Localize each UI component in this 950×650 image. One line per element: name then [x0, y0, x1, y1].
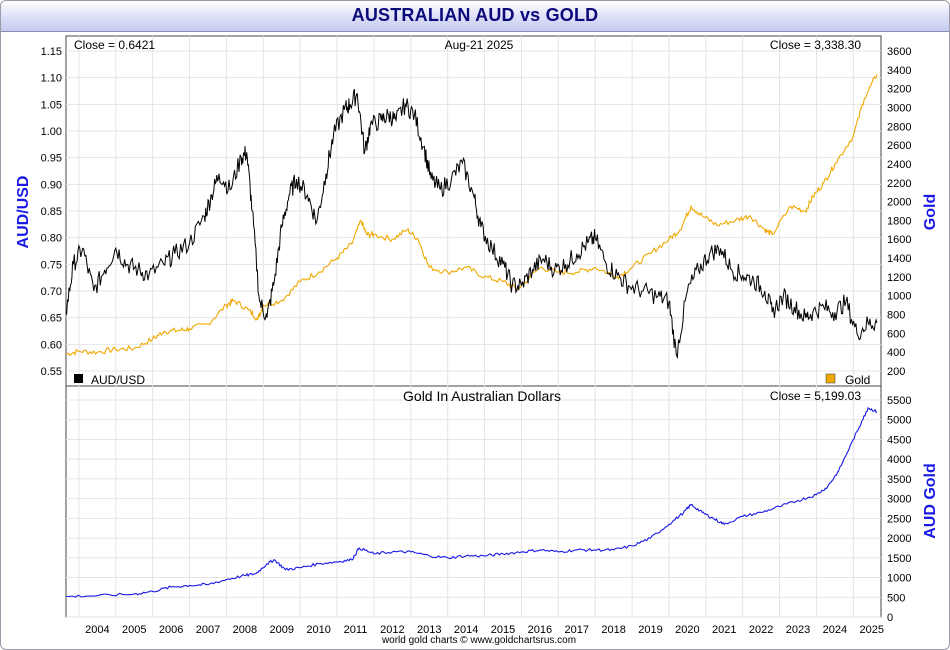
date-readout: Aug-21 2025: [445, 38, 514, 52]
y-right-tick-label: 2000: [887, 197, 911, 209]
y-right-tick-label-bottom: 2500: [887, 513, 911, 525]
y-right-tick-label: 600: [887, 328, 905, 340]
y-right-tick-label-bottom: 3000: [887, 494, 911, 506]
y-right-tick-label-bottom: 3500: [887, 474, 911, 486]
legend-swatch-aud: [74, 374, 83, 383]
right-axis-title-aud-gold: AUD Gold: [922, 463, 939, 539]
y-right-tick-label-bottom: 5500: [887, 395, 911, 407]
x-tick-label: 2019: [638, 624, 662, 636]
left-axis-title: AUD/USD: [15, 176, 32, 249]
aud-close-readout: Close = 0.6421: [74, 38, 155, 52]
aud-gold-series-line: [65, 407, 878, 598]
y-left-tick-label: 1.00: [41, 126, 62, 138]
y-left-tick-label: 0.65: [41, 313, 62, 325]
y-right-tick-label-bottom: 4500: [887, 434, 911, 446]
y-left-tick-label: 0.55: [41, 366, 62, 378]
y-right-tick-label-bottom: 500: [887, 592, 905, 604]
y-left-tick-label: 0.95: [41, 153, 62, 165]
y-right-tick-label-bottom: 1500: [887, 553, 911, 565]
x-tick-label: 2024: [823, 624, 847, 636]
y-right-tick-label-bottom: 5000: [887, 415, 911, 427]
y-left-tick-label: 0.60: [41, 339, 62, 351]
y-right-tick-label: 2400: [887, 159, 911, 171]
y-left-tick-label: 1.05: [41, 99, 62, 111]
x-tick-label: 2021: [712, 624, 736, 636]
y-left-tick-label: 1.10: [41, 73, 62, 85]
y-right-tick-label-bottom: 1000: [887, 573, 911, 585]
x-tick-label: 2023: [786, 624, 810, 636]
y-right-tick-label-bottom: 2000: [887, 533, 911, 545]
gridlines: [66, 36, 881, 618]
legend-label-aud: AUD/USD: [91, 373, 145, 387]
x-tick-label: 2012: [380, 624, 404, 636]
series-layer: [65, 74, 878, 598]
x-tick-label: 2022: [749, 624, 773, 636]
y-right-tick-label: 3600: [887, 46, 911, 58]
y-right-tick-label: 1600: [887, 234, 911, 246]
x-tick-label: 2009: [269, 624, 293, 636]
y-left-tick-label: 1.15: [41, 46, 62, 58]
x-tick-label: 2007: [196, 624, 220, 636]
aud-series-line: [65, 89, 878, 360]
y-right-tick-label-bottom: 4000: [887, 454, 911, 466]
y-right-tick-label: 800: [887, 310, 905, 322]
title-bar: AUSTRALIAN AUD vs GOLD: [1, 1, 949, 32]
x-tick-label: 2015: [491, 624, 515, 636]
legend-swatch-gold: [825, 373, 836, 384]
y-right-tick-label: 2200: [887, 178, 911, 190]
y-left-tick-label: 0.80: [41, 233, 62, 245]
y-right-tick-label: 3200: [887, 84, 911, 96]
y-right-tick-label: 400: [887, 347, 905, 359]
y-right-tick-label: 2800: [887, 121, 911, 133]
y-right-tick-label: 3400: [887, 65, 911, 77]
x-tick-label: 2006: [159, 624, 183, 636]
x-tick-label: 2005: [122, 624, 146, 636]
y-right-tick-label: 2600: [887, 140, 911, 152]
x-tick-label: 2018: [601, 624, 625, 636]
x-tick-label: 2017: [565, 624, 589, 636]
x-tick-label: 2011: [344, 624, 368, 636]
y-right-tick-label: 3000: [887, 102, 911, 114]
x-tick-label: 2020: [675, 624, 699, 636]
x-tick-label: 2016: [528, 624, 552, 636]
y-left-tick-label: 0.70: [41, 286, 62, 298]
gold-close-readout: Close = 3,338.30: [770, 38, 861, 52]
aud-gold-close-readout: Close = 5,199.03: [770, 389, 861, 403]
y-left-tick-label: 0.90: [41, 179, 62, 191]
x-tick-label: 2008: [233, 624, 257, 636]
page-title: AUSTRALIAN AUD vs GOLD: [351, 5, 599, 25]
y-right-tick-label: 1800: [887, 215, 911, 227]
bottom-panel-frame: [65, 385, 882, 618]
credit-line: world gold charts © www.goldchartsrus.co…: [381, 635, 576, 646]
y-left-tick-label: 0.75: [41, 259, 62, 271]
x-tick-label: 2025: [860, 624, 884, 636]
legend-label-gold: Gold: [845, 373, 870, 387]
right-axis-title-gold: Gold: [922, 194, 939, 230]
x-tick-label: 2004: [85, 624, 109, 636]
axis-ticks: 2004 2005 2006 2007 2008 2009 2010 2011 2012 2013…: [41, 46, 912, 636]
x-tick-label: 2014: [454, 624, 478, 636]
gold-series-line: [65, 74, 878, 357]
y-left-tick-label: 0.85: [41, 206, 62, 218]
x-tick-label: 2010: [306, 624, 330, 636]
y-right-tick-label: 1000: [887, 291, 911, 303]
bottom-chart-title: Gold In Australian Dollars: [403, 388, 561, 404]
x-tick-label: 2013: [417, 624, 441, 636]
y-right-tick-label: 1200: [887, 272, 911, 284]
y-right-tick-label: 200: [887, 366, 905, 378]
y-right-tick-label: 1400: [887, 253, 911, 265]
y-right-tick-label-bottom: 0: [887, 612, 893, 624]
